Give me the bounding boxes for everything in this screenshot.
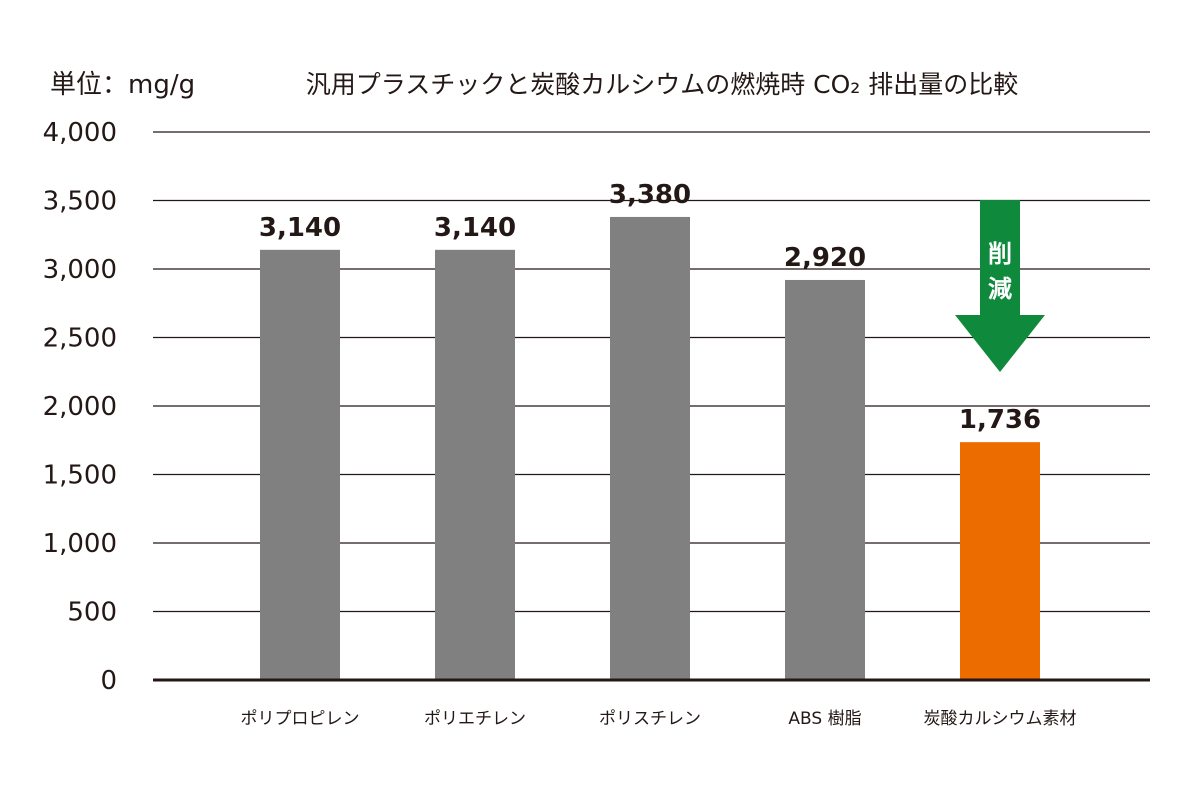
value-labels: 3,140 3,140 3,380 2,920 1,736 <box>259 180 1041 435</box>
bar <box>435 249 515 680</box>
value-label: 1,736 <box>959 405 1041 435</box>
unit-label: 単位：mg/g <box>50 70 195 100</box>
bar <box>785 279 865 680</box>
y-tick-label: 4,000 <box>43 118 117 148</box>
bars <box>260 216 1040 680</box>
value-label: 3,380 <box>609 180 691 210</box>
category-label: ABS 樹脂 <box>788 709 861 729</box>
category-label: ポリエチレン <box>424 709 526 729</box>
reduction-arrow-icon: 削 減 <box>955 200 1045 372</box>
y-tick-label: 0 <box>100 666 117 696</box>
chart-title: 汎用プラスチックと炭酸カルシウムの燃焼時 CO₂ 排出量の比較 <box>306 70 1019 99</box>
value-label: 3,140 <box>259 213 341 243</box>
category-label: ポリプロピレン <box>241 709 360 729</box>
y-tick-label: 2,500 <box>43 324 117 354</box>
arrow-shape <box>955 200 1045 372</box>
value-label: 3,140 <box>434 213 516 243</box>
y-axis-ticks: 0 500 1,000 1,500 2,000 2,500 3,000 3,500 4,000 <box>43 118 117 696</box>
value-label: 2,920 <box>784 243 866 273</box>
bar <box>260 249 340 680</box>
arrow-text-line2: 減 <box>988 275 1012 303</box>
y-tick-label: 3,500 <box>43 187 117 217</box>
bar <box>960 442 1040 680</box>
y-tick-label: 1,000 <box>43 529 117 559</box>
arrow-text-line1: 削 <box>988 240 1012 268</box>
y-tick-label: 3,000 <box>43 255 117 285</box>
y-tick-label: 1,500 <box>43 461 117 491</box>
bar <box>610 216 690 680</box>
category-labels: ポリプロピレン ポリエチレン ポリスチレン ABS 樹脂 炭酸カルシウム素材 <box>241 709 1077 729</box>
category-label: 炭酸カルシウム素材 <box>924 709 1077 729</box>
y-tick-label: 500 <box>67 598 117 628</box>
category-label: ポリスチレン <box>599 709 701 729</box>
y-tick-label: 2,000 <box>43 392 117 422</box>
